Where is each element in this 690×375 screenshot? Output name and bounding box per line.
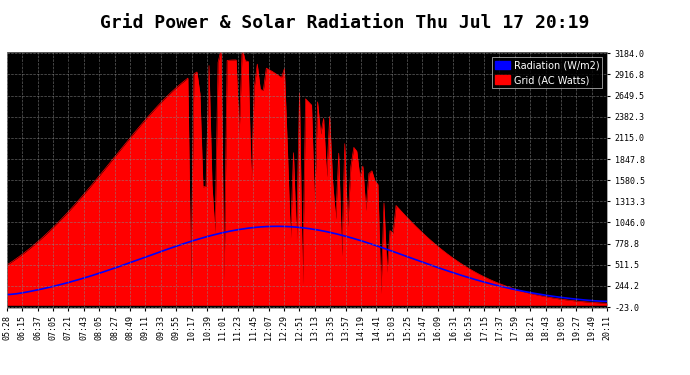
Legend: Radiation (W/m2), Grid (AC Watts): Radiation (W/m2), Grid (AC Watts) bbox=[493, 57, 602, 88]
Text: Copyright 2014 Cartronics.com: Copyright 2014 Cartronics.com bbox=[13, 60, 158, 69]
Text: Grid Power & Solar Radiation Thu Jul 17 20:19: Grid Power & Solar Radiation Thu Jul 17 … bbox=[100, 13, 590, 32]
